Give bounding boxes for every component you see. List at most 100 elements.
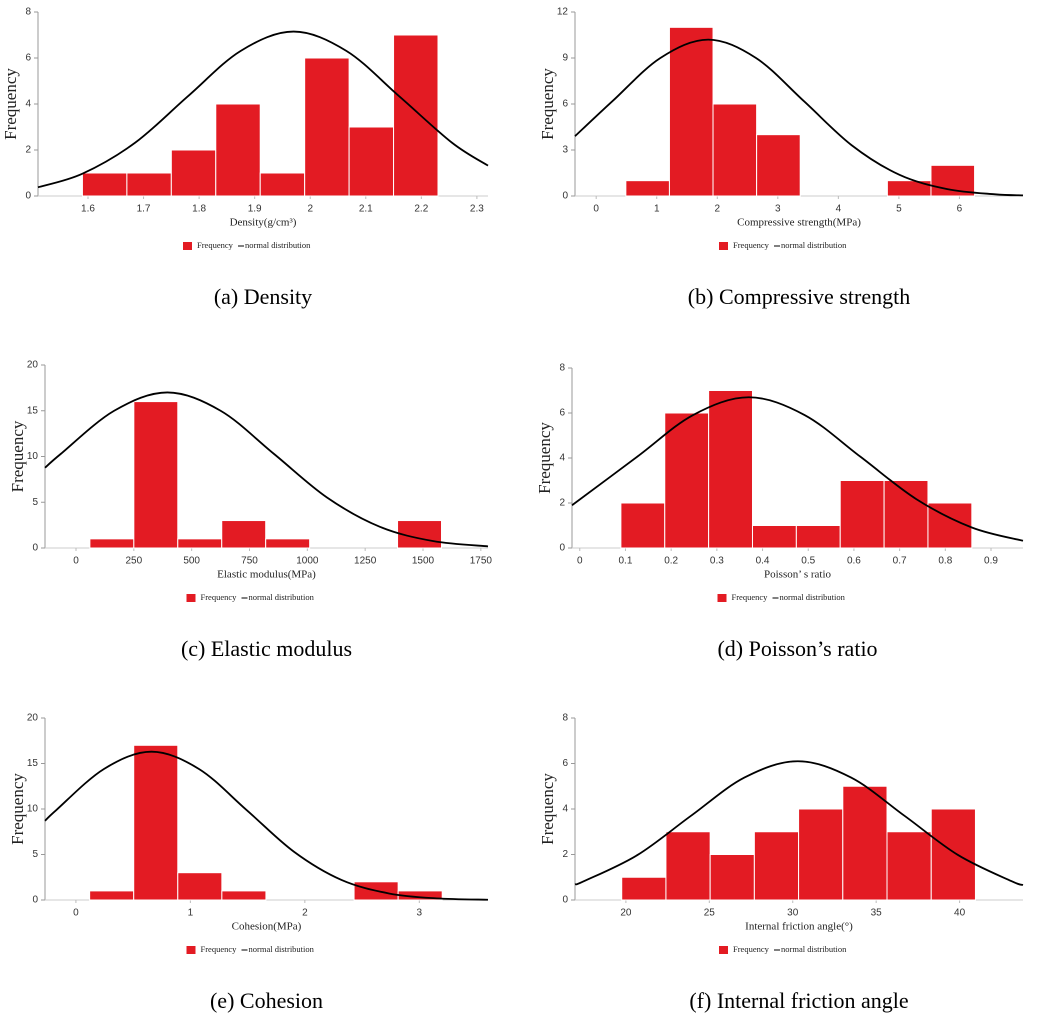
caption: (e) Cohesion bbox=[210, 988, 323, 1013]
histogram-bar bbox=[393, 34, 439, 197]
panel: 0 2 4 6 8 20 25 30 35 40 Internal friction angle(°… bbox=[538, 713, 1024, 1013]
histogram-bar bbox=[620, 502, 666, 549]
x-tick-label: 0 bbox=[593, 204, 599, 215]
y-tick-label: 2 bbox=[562, 849, 568, 860]
x-tick-label: 500 bbox=[183, 556, 200, 567]
normal-curve bbox=[571, 396, 1024, 542]
y-tick-label: 8 bbox=[25, 7, 31, 18]
panel: 0 2 4 6 8 0 0.1 0.2 0.3 0.4 0.5 0.6 0.7 0.8 0.9 Poisson… bbox=[535, 363, 1024, 661]
x-tick-label: 35 bbox=[871, 908, 883, 919]
x-tick-label: 2 bbox=[714, 204, 720, 215]
histogram-bar bbox=[265, 538, 311, 549]
x-tick-label: 0.1 bbox=[619, 556, 633, 567]
y-tick-label: 6 bbox=[559, 408, 565, 419]
x-tick-label: 5 bbox=[896, 204, 902, 215]
panel: 0 5 10 15 20 0 1 2 3 Cohesion(MPa) Frequency Freque… bbox=[8, 713, 489, 1013]
x-tick-label: 0.9 bbox=[984, 556, 998, 567]
y-tick-label: 10 bbox=[27, 804, 39, 815]
x-axis-label: Internal friction angle(°) bbox=[745, 921, 853, 933]
histogram-bar bbox=[221, 520, 267, 549]
histogram-bar bbox=[708, 390, 753, 549]
y-tick-label: 12 bbox=[557, 7, 569, 18]
x-axis-label: Density(g/cm³) bbox=[230, 217, 297, 229]
x-tick-label: 1 bbox=[654, 204, 660, 215]
histogram-bar bbox=[795, 525, 841, 549]
panel: 0 2 4 6 8 1.6 1.7 1.8 1.9 2 2.1 2.2 2.3 Density(g/cm³… bbox=[1, 7, 489, 309]
x-tick-label: 20 bbox=[620, 908, 632, 919]
x-tick-label: 0.2 bbox=[664, 556, 678, 567]
y-tick-label: 0 bbox=[562, 895, 568, 906]
y-tick-label: 10 bbox=[27, 451, 39, 462]
x-axis-label: Cohesion(MPa) bbox=[232, 921, 302, 933]
x-tick-label: 2.2 bbox=[414, 204, 428, 215]
x-tick-label: 1 bbox=[188, 908, 194, 919]
legend-label: Frequency bbox=[197, 240, 234, 250]
y-tick-label: 15 bbox=[27, 758, 39, 769]
x-tick-label: 1.9 bbox=[248, 204, 262, 215]
y-tick-label: 0 bbox=[32, 895, 38, 906]
x-tick-label: 0.7 bbox=[893, 556, 907, 567]
legend-label: Frequency bbox=[732, 592, 769, 602]
x-tick-label: 40 bbox=[954, 908, 966, 919]
histogram-bar bbox=[177, 538, 223, 549]
histogram-bar bbox=[221, 890, 267, 901]
y-tick-label: 0 bbox=[562, 191, 568, 202]
histogram-bar bbox=[177, 872, 223, 901]
x-tick-label: 6 bbox=[957, 204, 963, 215]
legend-label: normal distribution bbox=[781, 944, 847, 954]
x-tick-label: 2 bbox=[307, 204, 313, 215]
histogram-bar bbox=[348, 126, 395, 197]
x-tick-label: 4 bbox=[836, 204, 842, 215]
histogram-bar bbox=[712, 103, 758, 197]
x-tick-label: 0.6 bbox=[847, 556, 861, 567]
histogram-bar bbox=[170, 149, 217, 197]
histogram-bar bbox=[126, 172, 172, 197]
y-tick-label: 5 bbox=[32, 849, 38, 860]
legend-label: normal distribution bbox=[245, 240, 311, 250]
histogram-bar bbox=[89, 890, 135, 901]
x-tick-label: 1.6 bbox=[81, 204, 95, 215]
legend-swatch bbox=[186, 946, 196, 954]
x-tick-label: 0 bbox=[577, 556, 583, 567]
y-axis-label: Frequency bbox=[1, 68, 20, 140]
y-axis-label: Frequency bbox=[8, 420, 27, 492]
y-tick-label: 20 bbox=[27, 713, 39, 724]
x-tick-label: 1250 bbox=[354, 556, 377, 567]
legend-swatch bbox=[186, 594, 196, 602]
x-tick-label: 30 bbox=[787, 908, 799, 919]
histogram-bar bbox=[798, 808, 844, 901]
y-tick-label: 3 bbox=[562, 145, 568, 156]
histogram-bar bbox=[665, 831, 711, 901]
y-tick-label: 6 bbox=[562, 758, 568, 769]
normal-curve bbox=[37, 30, 489, 189]
x-tick-label: 3 bbox=[775, 204, 781, 215]
legend-swatch bbox=[719, 242, 728, 250]
y-tick-label: 20 bbox=[27, 360, 39, 371]
x-tick-label: 1.7 bbox=[137, 204, 151, 215]
x-tick-label: 0 bbox=[73, 556, 79, 567]
histogram-bar bbox=[753, 831, 800, 901]
x-axis-label: Poisson’ s ratio bbox=[764, 569, 832, 581]
x-tick-label: 250 bbox=[125, 556, 142, 567]
legend-label: Frequency bbox=[201, 944, 238, 954]
histogram-bar bbox=[883, 480, 929, 549]
legend-label: normal distribution bbox=[249, 944, 315, 954]
x-tick-label: 2.1 bbox=[359, 204, 373, 215]
y-axis-label: Frequency bbox=[538, 773, 557, 845]
normal-curve bbox=[44, 750, 489, 901]
y-tick-label: 6 bbox=[562, 99, 568, 110]
histogram-bar bbox=[751, 525, 797, 549]
x-tick-label: 1500 bbox=[412, 556, 435, 567]
x-tick-label: 0.4 bbox=[756, 556, 770, 567]
histogram-bar bbox=[621, 876, 667, 901]
caption: (a) Density bbox=[214, 284, 312, 309]
histogram-bar bbox=[259, 172, 306, 197]
x-tick-label: 25 bbox=[704, 908, 716, 919]
histogram-bar bbox=[215, 103, 261, 197]
y-tick-label: 2 bbox=[559, 498, 565, 509]
legend-label: normal distribution bbox=[781, 240, 847, 250]
histogram-bar bbox=[930, 808, 976, 901]
histogram-bar bbox=[89, 538, 135, 549]
